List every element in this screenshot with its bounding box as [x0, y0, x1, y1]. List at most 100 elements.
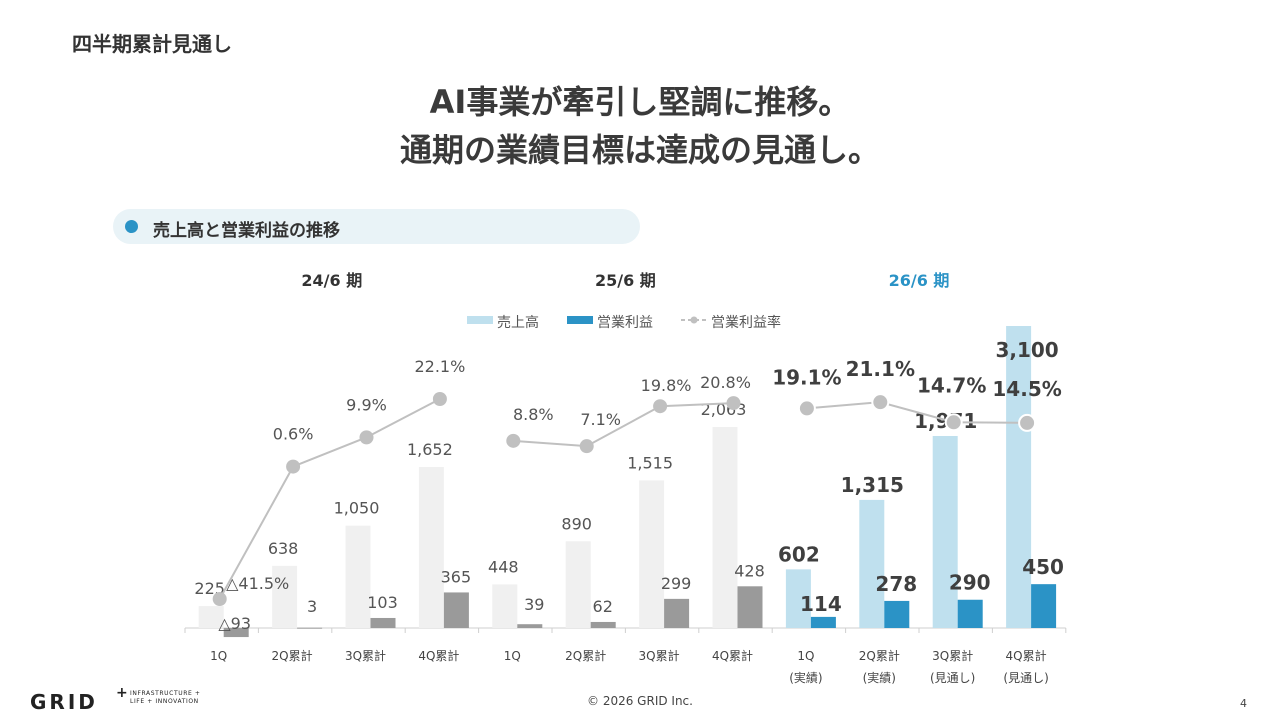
rate-value-label: 14.7%: [917, 373, 986, 397]
rate-marker: [797, 399, 816, 418]
rate-value-label: △41.5%: [226, 574, 289, 593]
rate-marker: [944, 413, 963, 432]
profit-bar: [297, 627, 323, 629]
period-header: 24/6 期: [301, 271, 362, 290]
profit-value-label: 450: [1022, 555, 1064, 579]
profit-bar: [664, 598, 690, 628]
sales-bar: [418, 467, 444, 628]
headline-line-2: 通期の業績目標は達成の見通し。: [399, 131, 880, 169]
rate-marker: [432, 392, 447, 406]
category-label: 2Q累計: [272, 648, 313, 663]
rate-value-label: 21.1%: [846, 357, 915, 381]
profit-value-label: 103: [367, 593, 398, 612]
bullet-dot-icon: [125, 220, 138, 233]
logo-wordmark: GRID: [30, 690, 98, 714]
sales-bar: [859, 499, 885, 628]
category-label: 1Q: [504, 649, 521, 663]
profit-bar: [884, 600, 910, 628]
profit-value-label: △93: [218, 614, 251, 633]
logo-tagline-line-1: INFRASTRUCTURE +: [130, 690, 201, 697]
sales-bar: [639, 480, 665, 628]
sales-bar: [712, 427, 738, 628]
profit-value-label: 62: [593, 597, 613, 616]
rate-marker: [212, 591, 227, 606]
headline: AI事業が牽引し堅調に推移。 通期の業績目標は達成の見通し。: [0, 78, 1280, 174]
rate-line-segment: [806, 401, 1028, 424]
logo-tagline-line-2: LIFE + INNOVATION: [130, 698, 199, 705]
rate-value-label: 8.8%: [513, 405, 554, 424]
legend-profit-label: 営業利益: [597, 315, 653, 331]
rate-marker: [726, 396, 741, 411]
legend-rate-marker: [690, 316, 698, 324]
sales-value-label: 3,100: [995, 338, 1058, 362]
profit-value-label: 114: [800, 592, 842, 616]
logo-plus-icon: +: [116, 685, 128, 701]
page-number: 4: [1240, 697, 1247, 710]
category-label: 4Q累計: [712, 648, 753, 663]
rate-value-label: 14.5%: [992, 377, 1061, 401]
rate-value-label: 19.8%: [641, 376, 692, 395]
legend-sales-swatch: [467, 316, 493, 324]
profit-bar: [590, 621, 616, 628]
category-label: 2Q累計: [565, 648, 606, 663]
legend-sales-label: 売上高: [497, 314, 539, 331]
rate-value-label: 22.1%: [414, 357, 465, 376]
profit-bar: [1031, 584, 1057, 628]
category-label: 1Q: [210, 649, 227, 663]
category-label: (実績): [863, 670, 896, 685]
profit-value-label: 290: [949, 571, 991, 595]
section-header: 売上高と営業利益の推移: [113, 209, 640, 244]
sales-bar: [785, 569, 811, 628]
sales-value-label: 1,315: [841, 473, 904, 497]
sales-bar: [272, 565, 298, 628]
category-label: 4Q累計: [1006, 648, 1047, 663]
period-header: 26/6 期: [889, 271, 950, 290]
sales-value-label: 602: [778, 542, 820, 566]
rate-marker: [286, 459, 301, 474]
rate-value-label: 19.1%: [772, 365, 841, 389]
sales-bar: [345, 525, 371, 628]
category-label: (見通し): [1003, 671, 1048, 685]
category-label: 4Q累計: [418, 648, 459, 663]
rate-value-label: 9.9%: [346, 395, 387, 414]
rate-value-label: 0.6%: [273, 425, 314, 444]
rate-line-segment: [218, 398, 441, 600]
sales-bar: [1006, 326, 1032, 628]
profit-value-label: 39: [524, 595, 544, 614]
sales-value-label: 448: [488, 557, 519, 576]
rate-marker: [579, 439, 594, 454]
legend-profit-swatch: [567, 316, 593, 324]
rate-marker: [1018, 413, 1037, 432]
category-label: 3Q累計: [345, 648, 386, 663]
logo-tagline: INFRASTRUCTURE + LIFE + INNOVATION: [130, 690, 250, 706]
sales-bar: [565, 541, 591, 628]
period-header: 25/6 期: [595, 271, 656, 290]
profit-bar: [737, 586, 763, 628]
profit-bar: [443, 592, 469, 628]
category-label: 1Q: [797, 649, 814, 663]
category-label: 3Q累計: [639, 648, 680, 663]
category-label: 2Q累計: [859, 648, 900, 663]
sales-value-label: 1,050: [334, 499, 380, 518]
section-label: 売上高と営業利益の推移: [153, 221, 340, 241]
footer-copyright: © 2026 GRID Inc.: [587, 694, 693, 708]
rate-marker: [653, 399, 668, 414]
rate-marker: [359, 430, 374, 445]
profit-value-label: 365: [441, 567, 472, 586]
rate-value-label: 7.1%: [580, 410, 621, 429]
profit-value-label: 3: [307, 597, 317, 616]
sales-value-label: 638: [268, 539, 299, 558]
rate-marker: [506, 433, 521, 448]
profit-bar: [957, 599, 983, 628]
profit-bar: [517, 624, 543, 628]
profit-bar: [223, 628, 249, 638]
rate-marker: [871, 393, 890, 412]
profit-bar: [810, 616, 836, 628]
profit-value-label: 278: [875, 572, 917, 596]
headline-line-1: AI事業が牽引し堅調に推移。: [429, 83, 851, 121]
profit-value-label: 428: [734, 561, 765, 580]
category-label: 3Q累計: [932, 648, 973, 663]
profit-value-label: 299: [661, 574, 692, 593]
sales-bar: [492, 584, 518, 628]
